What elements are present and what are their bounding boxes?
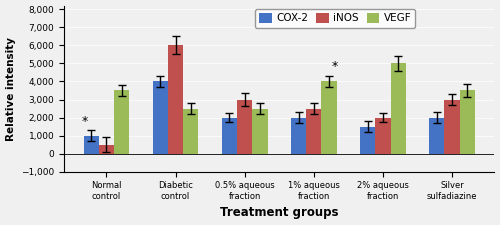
Text: *: * (332, 60, 338, 73)
Bar (99, 145, 114, 154)
Bar (222, 118, 237, 154)
Bar (360, 127, 376, 154)
Bar (322, 81, 336, 154)
Bar (291, 118, 306, 154)
Bar (444, 99, 460, 154)
Legend: COX-2, iNOS, VEGF: COX-2, iNOS, VEGF (255, 9, 416, 28)
Bar (306, 108, 322, 154)
Bar (183, 108, 198, 154)
X-axis label: Treatment groups: Treatment groups (220, 207, 338, 219)
Bar (252, 108, 268, 154)
Bar (168, 45, 183, 154)
Bar (376, 118, 390, 154)
Bar (84, 136, 99, 154)
Bar (237, 99, 252, 154)
Bar (430, 118, 444, 154)
Y-axis label: Relative intensity: Relative intensity (6, 37, 16, 141)
Bar (114, 90, 130, 154)
Text: *: * (81, 115, 87, 128)
Bar (460, 90, 475, 154)
Bar (390, 63, 406, 154)
Bar (153, 81, 168, 154)
